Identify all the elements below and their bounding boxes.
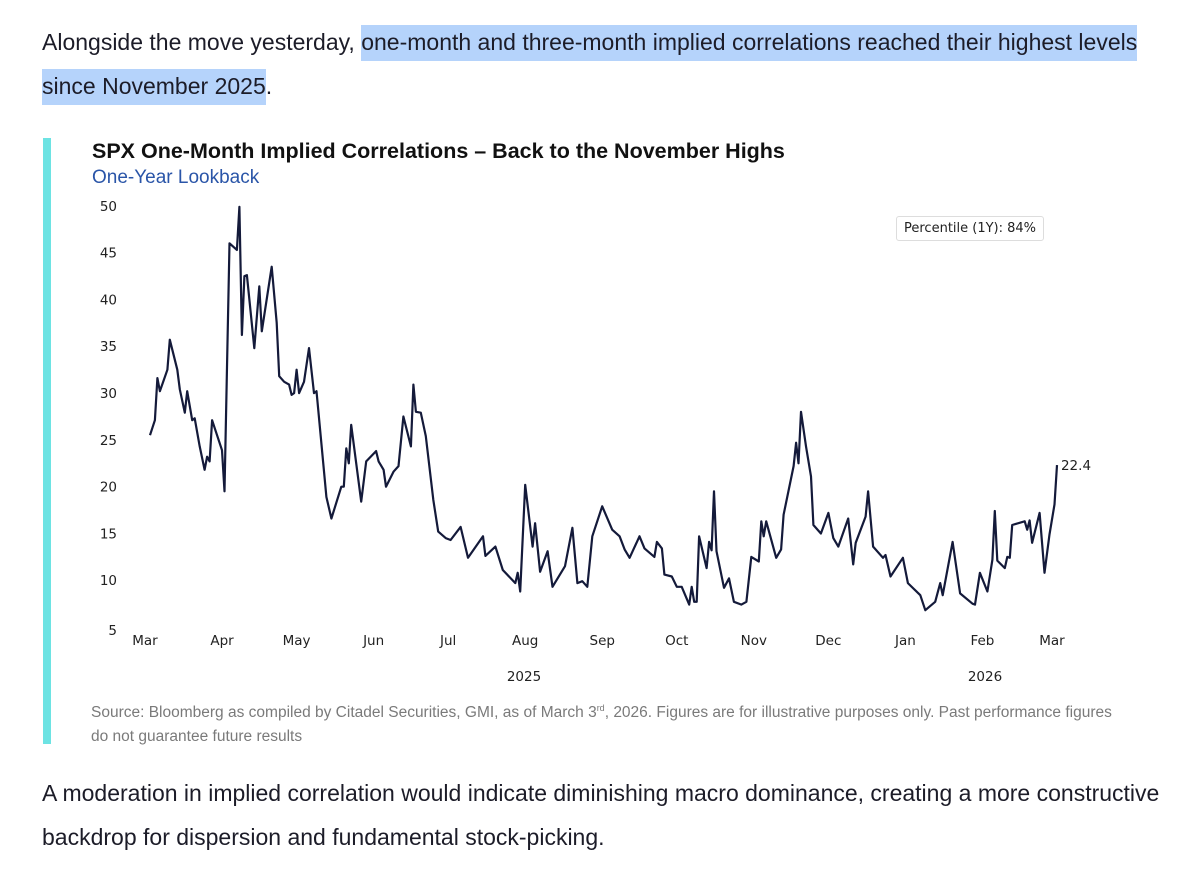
x-tick-label: May <box>283 633 311 649</box>
source-text: Source: Bloomberg as compiled by Citadel… <box>91 704 597 722</box>
x-tick-label: Apr <box>210 633 234 649</box>
y-tick-label: 30 <box>100 386 117 402</box>
x-tick-label: Jan <box>894 633 916 649</box>
source-text-rest: , 2026. Figures are for illustrative pur… <box>91 704 1112 746</box>
y-tick-label: 50 <box>100 199 117 215</box>
source-superscript: rd <box>596 703 605 713</box>
intro-paragraph: Alongside the move yesterday, one-month … <box>42 20 1162 108</box>
intro-period: . <box>265 73 273 99</box>
chart-source: Source: Bloomberg as compiled by Citadel… <box>91 696 1131 749</box>
y-tick-label: 5 <box>108 623 117 639</box>
x-tick-label: Dec <box>815 633 841 649</box>
x-tick-label: Oct <box>665 633 688 649</box>
conclusion-paragraph: A moderation in implied correlation woul… <box>42 780 1160 850</box>
y-tick-label: 25 <box>100 433 117 449</box>
x-tick-label: Sep <box>590 633 615 649</box>
year-label: 2025 <box>507 669 541 685</box>
year-label: 2026 <box>968 669 1002 685</box>
chart-title: SPX One-Month Implied Correlations – Bac… <box>92 139 785 163</box>
x-tick-label: Jun <box>362 633 384 649</box>
x-tick-label: Feb <box>970 633 994 649</box>
x-tick-label: Jul <box>439 633 456 649</box>
y-tick-label: 15 <box>100 526 117 542</box>
y-tick-label: 35 <box>100 339 117 355</box>
y-tick-label: 20 <box>100 480 117 496</box>
percentile-annotation: Percentile (1Y): 84% <box>896 216 1045 241</box>
correlation-series-line <box>148 205 1059 612</box>
x-tick-label: Nov <box>741 633 767 649</box>
y-tick-label: 45 <box>100 246 117 262</box>
y-tick-label: 40 <box>100 292 117 308</box>
x-tick-label: Aug <box>512 633 538 649</box>
blockquote-accent-bar <box>43 138 51 744</box>
chart-subtitle: One-Year Lookback <box>92 167 260 188</box>
last-value-label: 22.4 <box>1061 458 1091 474</box>
intro-text: Alongside the move yesterday, <box>42 29 362 55</box>
x-tick-label: Mar <box>132 633 158 649</box>
x-tick-label: Mar <box>1039 633 1065 649</box>
y-tick-label: 10 <box>100 573 117 589</box>
